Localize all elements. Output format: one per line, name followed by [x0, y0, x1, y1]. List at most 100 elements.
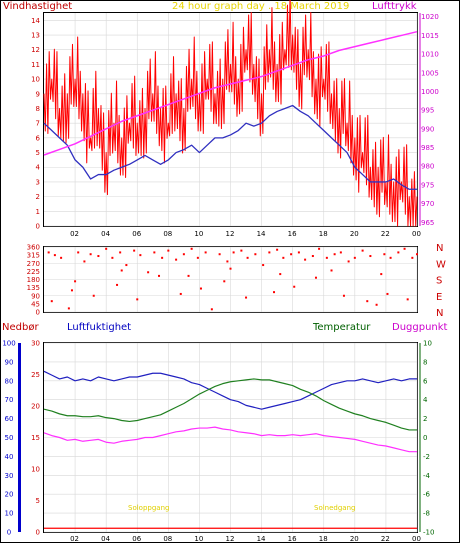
x-tick-label: 02 [70, 230, 79, 238]
y-tick-label-direction: 225 [27, 268, 40, 276]
direction-point [179, 292, 182, 295]
x-tick-label: 22 [381, 535, 390, 543]
direction-point [83, 260, 86, 263]
direction-point [97, 255, 100, 258]
y-tick-label-rain: 30 [5, 472, 14, 480]
direction-point [293, 285, 296, 288]
direction-point [196, 256, 199, 259]
y-tick-label-wind: 8 [36, 105, 40, 113]
y-tick-label-wind: 12 [31, 46, 40, 54]
direction-point [361, 249, 364, 252]
y-tick-label-temp: -8 [423, 510, 430, 518]
y-tick-label-direction: 315 [27, 252, 40, 260]
y-tick-label-pressure: 1020 [421, 13, 439, 21]
label-temperature: Temperatur [312, 322, 371, 333]
y-tick-label-temp: -4 [423, 472, 431, 480]
x-tick-label: 08 [163, 230, 172, 238]
direction-point [74, 280, 77, 283]
direction-point [290, 253, 293, 256]
direction-point [262, 264, 265, 267]
y-tick-label-wind: 10 [31, 76, 40, 84]
direction-point [89, 253, 92, 256]
direction-point [403, 247, 406, 250]
direction-point [120, 269, 123, 272]
x-tick-label: 10 [194, 535, 203, 543]
y-tick-label-temp: -10 [423, 529, 434, 537]
direction-point [50, 300, 53, 303]
x-tick-label: 16 [288, 535, 297, 543]
direction-point [276, 248, 279, 251]
y-tick-label-wind: 11 [31, 61, 40, 69]
x-tick-label: 02 [70, 535, 79, 543]
y-tick-label-wind: 7 [36, 120, 40, 128]
compass-label: E [436, 292, 442, 303]
x-tick-label: 16 [288, 230, 297, 238]
direction-point [223, 280, 226, 283]
x-tick-label: 12 [226, 535, 235, 543]
direction-point [232, 251, 235, 254]
y-tick-label-pressure: 1005 [421, 69, 439, 77]
y-tick-label-wind: 3 [36, 178, 40, 186]
label-dewpoint: Duggpunkt [392, 322, 448, 333]
x-tick-label: 18 [319, 535, 328, 543]
direction-point [210, 308, 213, 311]
y-tick-label-wind: 1 [36, 208, 40, 216]
direction-point [389, 256, 392, 259]
y-tick-label-wind: 6 [36, 134, 41, 142]
compass-label: N [436, 308, 443, 319]
direction-point [279, 273, 282, 276]
series-avg-wind-line [43, 104, 417, 190]
y-tick-label-wind: 0 [36, 223, 40, 231]
x-tick-label: 08 [163, 535, 172, 543]
x-tick-label: 00 [412, 535, 421, 543]
y-tick-label-wind: 4 [36, 164, 41, 172]
y-tick-label-wind: 14 [31, 17, 40, 25]
y-tick-label-pressure: 985 [421, 144, 434, 152]
direction-point [199, 287, 202, 290]
y-tick-label-pressure: 1015 [421, 32, 439, 40]
y-tick-label-humidity: 10 [31, 466, 40, 474]
direction-point [125, 264, 128, 267]
direction-point [366, 300, 369, 303]
y-tick-label-temp: -2 [423, 453, 430, 461]
direction-point [226, 260, 229, 263]
direction-point [229, 267, 232, 270]
direction-point [325, 256, 328, 259]
direction-point [383, 253, 386, 256]
direction-point [254, 253, 257, 256]
series-temperature-line [43, 378, 417, 431]
direction-point [161, 256, 164, 259]
y-tick-label-direction: 0 [36, 309, 40, 317]
direction-point [311, 255, 314, 258]
grid-lines [44, 13, 418, 533]
y-tick-label-direction: 135 [27, 284, 40, 292]
y-tick-label-pressure: 995 [421, 107, 434, 115]
y-tick-label-rain: 10 [5, 510, 14, 518]
x-tick-label: 20 [350, 535, 359, 543]
y-tick-label-temp: 0 [423, 434, 427, 442]
x-tick-label: 00 [412, 230, 421, 238]
series-humidity-line [43, 370, 417, 410]
x-tick-label: 14 [257, 230, 266, 238]
y-tick-label-rain: 0 [7, 529, 11, 537]
direction-point [182, 253, 185, 256]
direction-point [139, 254, 142, 257]
direction-point [314, 276, 317, 279]
label-humidity: Luftfuktighet [67, 322, 131, 333]
direction-point [369, 255, 372, 258]
y-tick-label-pressure: 965 [421, 219, 434, 227]
compass-label: S [436, 276, 442, 287]
x-tick-label: 10 [194, 230, 203, 238]
direction-point [116, 283, 119, 286]
y-tick-label-rain: 80 [5, 377, 14, 385]
direction-point [67, 307, 70, 310]
y-tick-label-pressure: 970 [421, 200, 434, 208]
direction-point [347, 260, 350, 263]
y-tick-label-temp: 2 [423, 415, 427, 423]
direction-point [318, 247, 321, 250]
y-tick-label-wind: 9 [36, 90, 40, 98]
direction-point [273, 291, 276, 294]
y-tick-label-rain: 90 [5, 358, 14, 366]
direction-point [136, 298, 139, 301]
